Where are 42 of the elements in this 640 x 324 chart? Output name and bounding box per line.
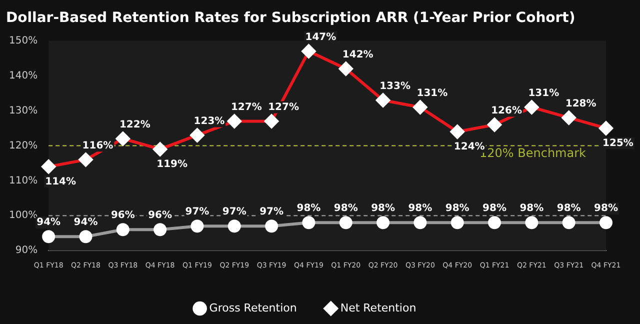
data-label: 128% (565, 98, 596, 110)
data-label: 97% (260, 206, 284, 218)
data-label: 131% (528, 88, 560, 99)
data-label: 98% (556, 203, 581, 214)
data-label: 98% (296, 203, 321, 214)
y-tick-label: 130% (8, 105, 38, 116)
data-label: 127% (268, 102, 300, 113)
data-label: 114% (45, 176, 76, 188)
data-label: 98% (334, 203, 358, 214)
data-label: 96% (148, 210, 172, 222)
data-label: 122% (119, 119, 150, 130)
data-label: 98% (445, 203, 470, 214)
data-label: 98% (482, 203, 506, 214)
data-label: 119% (156, 158, 188, 170)
y-tick-label: 120% (8, 140, 38, 152)
chart-title: Dollar-Based Retention Rates for Subscription ARR (1-Year Prior Cohort) (6, 10, 576, 26)
data-label: 96% (110, 210, 135, 222)
data-label: 97% (185, 206, 210, 218)
legend-label: Net Retention (340, 301, 416, 314)
data-label: 98% (520, 203, 544, 214)
data-label: 125% (602, 138, 634, 149)
y-tick-label: 110% (8, 175, 38, 186)
data-label: 124% (454, 141, 485, 152)
data-label: 142% (342, 49, 374, 60)
y-tick-label: 140% (8, 70, 38, 82)
y-tick-label: 150% (8, 35, 38, 46)
data-label: 94% (36, 217, 61, 228)
data-label: 126% (491, 105, 522, 116)
data-label: 98% (594, 203, 618, 214)
y-tick-label: 100% (8, 210, 38, 222)
data-label: 97% (222, 206, 246, 218)
data-label: 94% (74, 217, 98, 228)
data-label: 123% (194, 116, 225, 127)
data-label: 98% (408, 203, 432, 214)
data-label: 133% (380, 80, 410, 92)
data-label: 127% (230, 102, 262, 113)
data-label: 131% (416, 88, 448, 99)
y-tick-label: 90% (15, 245, 38, 256)
data-label: 116% (82, 140, 114, 152)
data-label: 147% (305, 32, 336, 43)
data-label: 98% (371, 203, 396, 214)
legend-label: Gross Retention (209, 301, 297, 314)
